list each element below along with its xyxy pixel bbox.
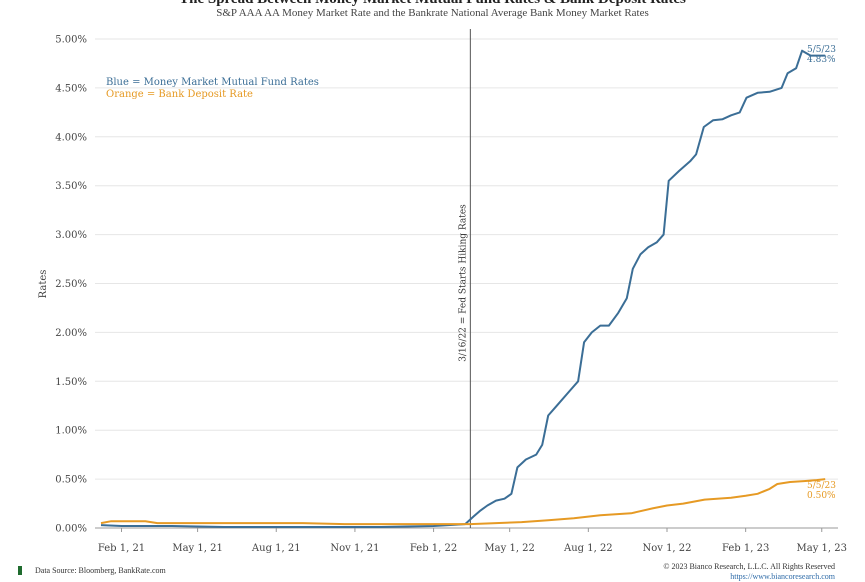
x-tick-label: Aug 1, 21: [251, 543, 301, 554]
website-link[interactable]: https://www.biancoresearch.com: [730, 572, 835, 581]
source-marker-icon: [18, 566, 22, 575]
y-tick-label: 2.50%: [55, 279, 87, 290]
series-end-label: 5/5/23: [807, 481, 836, 491]
y-tick-label: 4.00%: [55, 132, 87, 143]
x-tick-label: Feb 1, 21: [98, 543, 145, 554]
chart-title: The Spread Between Money Market Mutual F…: [0, 0, 865, 8]
series-line: [100, 478, 826, 526]
series-end-label: 5/5/23: [807, 45, 836, 55]
chart-subtitle: S&P AAA AA Money Market Rate and the Ban…: [216, 7, 649, 19]
series-line: [100, 49, 826, 528]
y-tick-label: 1.00%: [55, 426, 87, 437]
x-tick-label: Nov 1, 22: [642, 543, 691, 554]
fed-hike-annotation: 3/16/22 = Fed Starts Hiking Rates: [458, 204, 468, 362]
y-tick-label: 0.00%: [55, 524, 87, 535]
y-tick-label: 4.50%: [55, 83, 87, 94]
x-tick-label: Aug 1, 22: [563, 543, 613, 554]
legend-entry: Orange = Bank Deposit Rate: [106, 89, 253, 100]
copyright-block: © 2023 Bianco Research, L.L.C. All Right…: [663, 562, 835, 582]
legend-entry: Blue = Money Market Mutual Fund Rates: [106, 77, 319, 88]
x-tick-label: May 1, 23: [797, 543, 847, 554]
x-tick-label: May 1, 22: [484, 543, 534, 554]
x-tick-label: Feb 1, 22: [410, 543, 457, 554]
y-tick-label: 3.50%: [55, 181, 87, 192]
copyright-text: © 2023 Bianco Research, L.L.C. All Right…: [663, 562, 835, 571]
data-source-note: Data Source: Bloomberg, BankRate.com: [35, 566, 166, 575]
y-tick-label: 1.50%: [55, 377, 87, 388]
x-tick-label: Nov 1, 21: [330, 543, 379, 554]
series-end-label: 0.50%: [807, 491, 836, 501]
y-axis-label: Rates: [38, 270, 49, 299]
series-end-label: 4.83%: [807, 55, 836, 65]
y-tick-label: 0.50%: [55, 475, 87, 486]
x-tick-label: Feb 1, 23: [722, 543, 769, 554]
y-tick-label: 5.00%: [55, 35, 87, 46]
y-tick-label: 3.00%: [55, 230, 87, 241]
x-tick-label: May 1, 21: [172, 543, 222, 554]
y-tick-label: 2.00%: [55, 328, 87, 339]
